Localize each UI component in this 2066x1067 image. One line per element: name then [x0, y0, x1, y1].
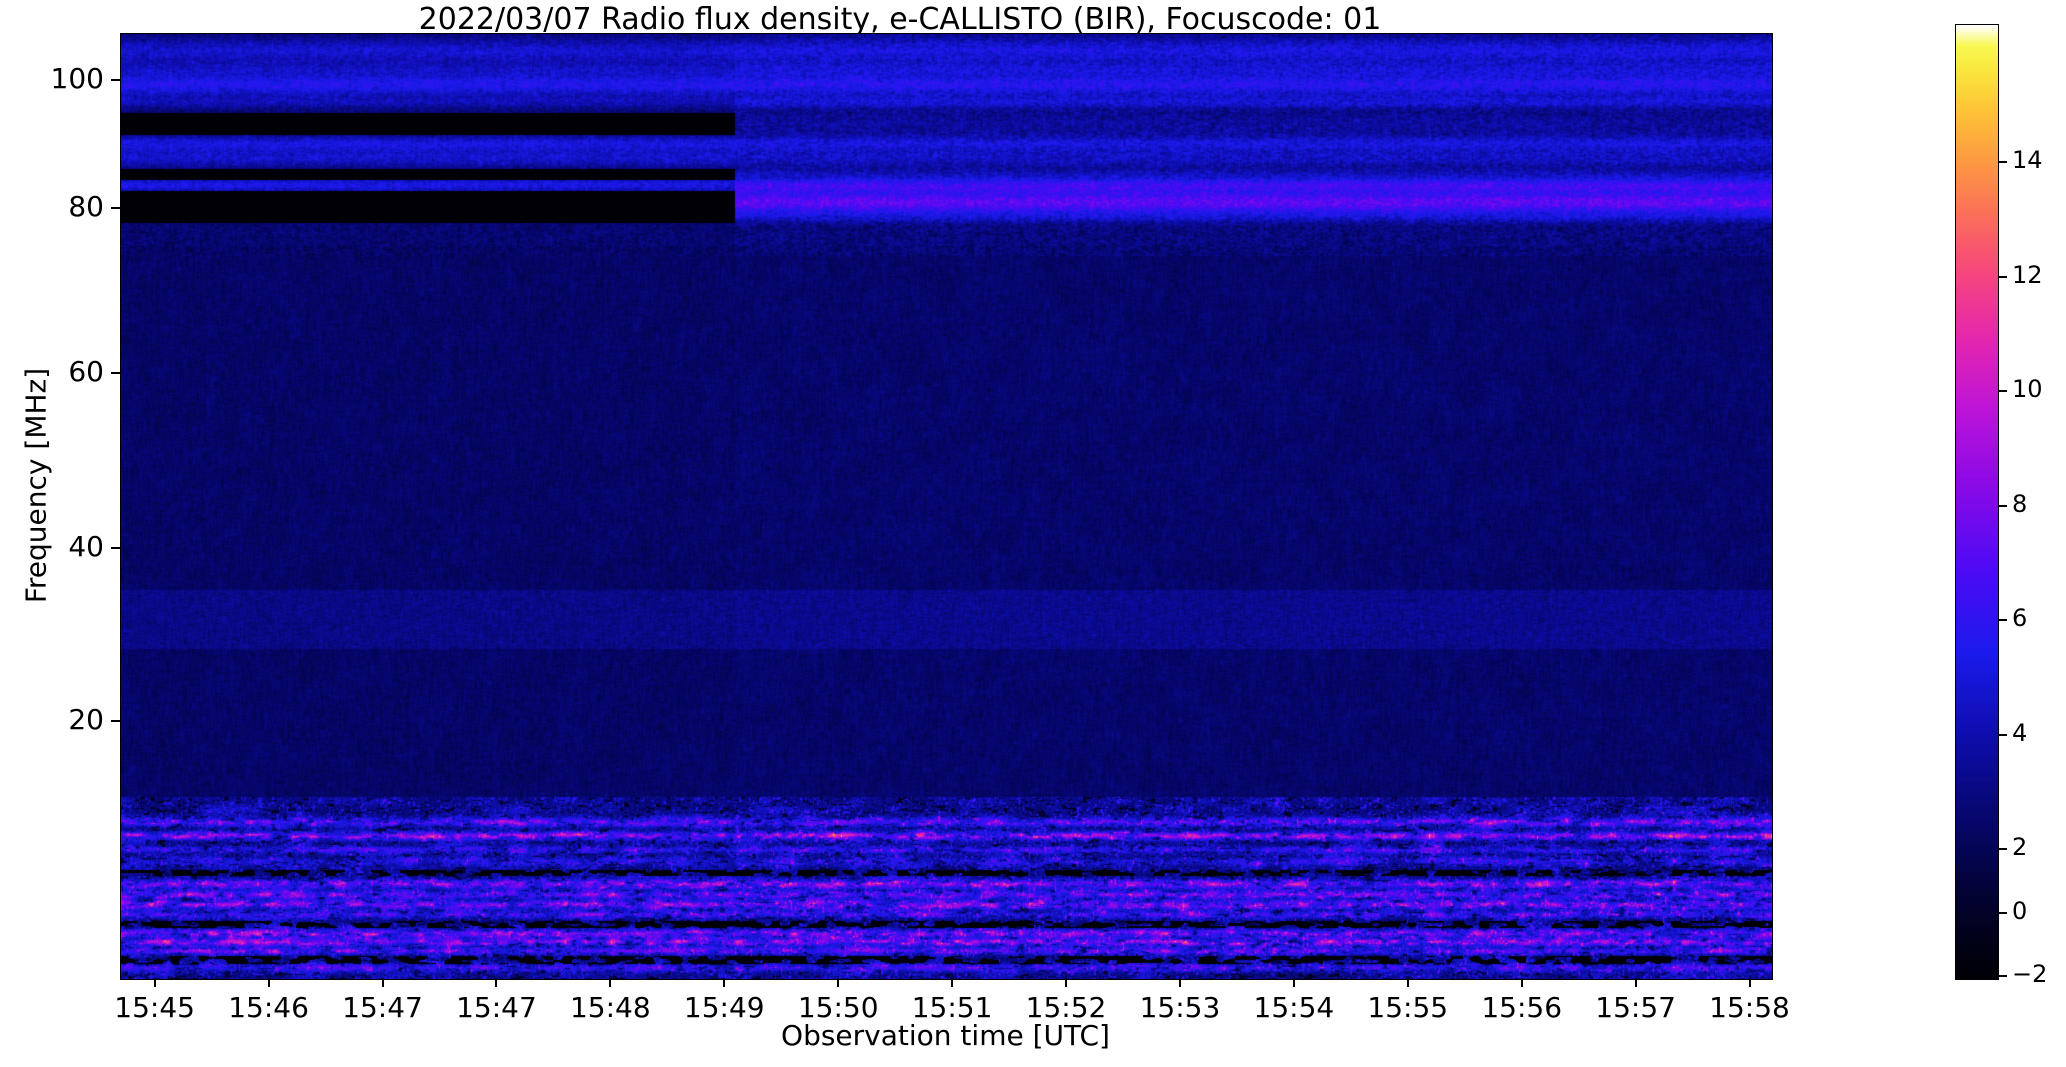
colorbar-tick-mark	[1998, 733, 2007, 736]
colorbar[interactable]	[1955, 24, 1999, 980]
y-tick-mark	[111, 547, 120, 550]
colorbar-gradient	[1956, 25, 1998, 979]
colorbar-tick-mark	[1998, 275, 2007, 278]
x-tick-label: 15:50	[797, 991, 879, 1024]
x-tick-label: 15:48	[569, 991, 651, 1024]
y-tick-mark	[111, 719, 120, 722]
colorbar-tick-mark	[1998, 975, 2007, 978]
x-tick-mark	[951, 978, 954, 987]
x-tick-label: 15:47	[456, 991, 537, 1024]
y-tick-mark	[111, 372, 120, 375]
x-tick-mark	[1520, 978, 1523, 987]
spectrogram-axes[interactable]	[120, 33, 1773, 980]
y-tick-mark	[111, 79, 120, 82]
colorbar-tick-mark	[1998, 848, 2007, 851]
y-tick-mark	[111, 206, 120, 209]
x-tick-label: 15:57	[1595, 991, 1676, 1024]
colorbar-tick-label: 2	[2012, 833, 2028, 862]
y-axis-label: Frequency [MHz]	[19, 367, 53, 604]
x-tick-mark	[267, 978, 270, 987]
spectrogram-image[interactable]	[121, 34, 1772, 979]
colorbar-tick-label: 8	[2012, 489, 2028, 518]
y-tick-label: 80	[68, 189, 104, 223]
x-tick-mark	[1634, 978, 1637, 987]
x-tick-label: 15:51	[911, 991, 993, 1024]
x-tick-label: 15:53	[1139, 991, 1221, 1024]
colorbar-tick-label: 12	[2012, 260, 2043, 289]
colorbar-tick-mark	[1998, 504, 2007, 507]
colorbar-tick-label: 14	[2012, 146, 2043, 175]
x-tick-mark	[153, 978, 156, 987]
x-tick-label: 15:56	[1481, 991, 1563, 1024]
x-axis-label: Observation time [UTC]	[781, 1019, 1110, 1052]
x-tick-mark	[1406, 978, 1409, 987]
x-tick-label: 15:52	[1025, 991, 1107, 1024]
colorbar-tick-label: 10	[2012, 375, 2043, 404]
y-tick-label: 60	[68, 355, 104, 389]
x-tick-mark	[495, 978, 498, 987]
x-tick-mark	[381, 978, 384, 987]
x-tick-label: 15:49	[683, 991, 765, 1024]
x-tick-label: 15:58	[1709, 991, 1790, 1024]
x-tick-label: 15:55	[1367, 991, 1449, 1024]
x-tick-mark	[1292, 978, 1295, 987]
colorbar-tick-mark	[1998, 912, 2007, 915]
x-tick-mark	[1178, 978, 1181, 987]
colorbar-tick-mark	[1998, 161, 2007, 164]
y-tick-label: 100	[50, 62, 104, 96]
x-tick-mark	[1748, 978, 1751, 987]
colorbar-tick-label: 4	[2012, 718, 2028, 747]
x-tick-label: 15:45	[114, 991, 195, 1024]
colorbar-tick-label: 6	[2012, 604, 2028, 633]
x-tick-mark	[609, 978, 612, 987]
colorbar-tick-label: 0	[2012, 897, 2028, 926]
x-tick-label: 15:46	[228, 991, 309, 1024]
colorbar-tick-mark	[1998, 390, 2007, 393]
colorbar-tick-mark	[1998, 619, 2007, 622]
x-tick-mark	[723, 978, 726, 987]
page-title: 2022/03/07 Radio flux density, e-CALLIST…	[418, 2, 1382, 37]
y-tick-label: 40	[68, 530, 104, 564]
x-tick-label: 15:47	[342, 991, 423, 1024]
x-tick-mark	[1065, 978, 1068, 987]
x-tick-label: 15:54	[1253, 991, 1335, 1024]
colorbar-tick-label: −2	[2012, 960, 2048, 989]
y-tick-label: 20	[68, 702, 104, 736]
x-tick-mark	[837, 978, 840, 987]
